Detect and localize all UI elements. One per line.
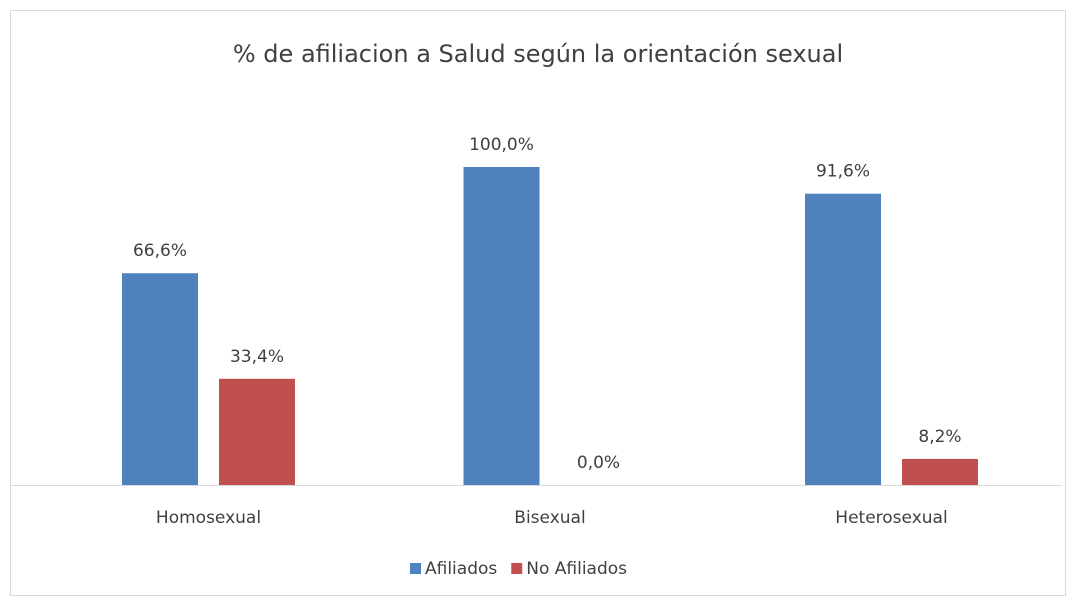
data-label: 100,0% xyxy=(469,135,534,155)
data-label: 0,0% xyxy=(577,453,620,473)
legend-label: No Afiliados xyxy=(526,559,627,579)
bar xyxy=(805,193,881,485)
data-label: 91,6% xyxy=(816,162,870,182)
data-label: 33,4% xyxy=(230,347,284,367)
chart-title: % de afiliacion a Salud según la orienta… xyxy=(233,40,843,68)
x-tick-label: Heterosexual xyxy=(835,508,947,528)
legend-swatch xyxy=(410,563,421,574)
bar xyxy=(219,378,295,485)
bar xyxy=(122,273,198,485)
legend-swatch xyxy=(511,563,523,574)
data-label: 66,6% xyxy=(133,241,187,261)
data-label: 8,2% xyxy=(918,427,961,447)
legend-label: Afiliados xyxy=(425,559,497,579)
x-tick-label: Bisexual xyxy=(514,508,585,528)
bar xyxy=(463,167,540,485)
x-tick-label: Homosexual xyxy=(156,508,261,528)
bar xyxy=(902,458,978,485)
